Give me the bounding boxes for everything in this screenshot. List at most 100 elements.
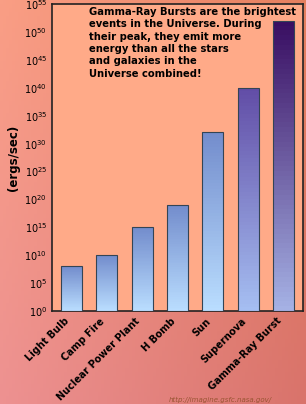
Bar: [273, 267, 294, 272]
Bar: [61, 300, 82, 301]
Bar: [237, 200, 259, 203]
Bar: [61, 305, 82, 306]
Bar: [132, 297, 153, 299]
Bar: [273, 272, 294, 277]
Bar: [96, 261, 118, 262]
Bar: [237, 103, 259, 106]
Bar: [167, 302, 188, 304]
Bar: [167, 261, 188, 263]
Bar: [132, 250, 153, 251]
Bar: [202, 234, 223, 237]
Bar: [167, 304, 188, 306]
Bar: [167, 256, 188, 258]
Bar: [96, 299, 118, 300]
Bar: [273, 238, 294, 243]
Bar: [132, 301, 153, 303]
Bar: [167, 299, 188, 301]
Bar: [202, 242, 223, 246]
Bar: [237, 185, 259, 188]
Bar: [202, 133, 223, 311]
Bar: [273, 156, 294, 161]
Bar: [202, 299, 223, 302]
Bar: [202, 168, 223, 171]
Bar: [132, 307, 153, 308]
Bar: [273, 210, 294, 214]
Bar: [61, 272, 82, 273]
Bar: [96, 255, 118, 256]
Bar: [202, 278, 223, 281]
Bar: [132, 264, 153, 265]
Bar: [132, 262, 153, 264]
Bar: [273, 181, 294, 185]
Bar: [273, 103, 294, 108]
Bar: [96, 257, 118, 258]
Bar: [167, 249, 188, 251]
Bar: [167, 309, 188, 311]
Bar: [96, 260, 118, 261]
Bar: [202, 213, 223, 216]
Bar: [202, 237, 223, 240]
Bar: [167, 307, 188, 309]
Bar: [132, 266, 153, 268]
Bar: [132, 244, 153, 246]
Bar: [167, 292, 188, 293]
Text: http://imagine.gsfc.nasa.gov/: http://imagine.gsfc.nasa.gov/: [168, 397, 271, 403]
Bar: [202, 156, 223, 159]
Bar: [61, 303, 82, 304]
Bar: [273, 152, 294, 156]
Bar: [167, 253, 188, 255]
Bar: [61, 292, 82, 293]
Bar: [96, 278, 118, 280]
Bar: [273, 113, 294, 118]
Bar: [96, 273, 118, 274]
Bar: [132, 252, 153, 254]
Bar: [237, 110, 259, 114]
Bar: [202, 201, 223, 204]
Bar: [237, 285, 259, 289]
Bar: [61, 274, 82, 275]
Bar: [237, 151, 259, 155]
Bar: [237, 225, 259, 229]
Bar: [96, 297, 118, 298]
Bar: [132, 299, 153, 300]
Bar: [237, 266, 259, 270]
Bar: [237, 166, 259, 170]
Bar: [167, 225, 188, 226]
Bar: [61, 280, 82, 281]
Bar: [273, 185, 294, 190]
Bar: [202, 231, 223, 234]
Bar: [61, 283, 82, 284]
Bar: [237, 162, 259, 166]
Bar: [96, 282, 118, 283]
Bar: [132, 241, 153, 243]
Bar: [273, 205, 294, 210]
Bar: [132, 283, 153, 284]
Bar: [132, 292, 153, 293]
Bar: [61, 277, 82, 278]
Bar: [202, 287, 223, 290]
Bar: [237, 99, 259, 103]
Bar: [237, 125, 259, 129]
Bar: [61, 266, 82, 267]
Bar: [96, 283, 118, 284]
Bar: [96, 290, 118, 292]
Bar: [132, 278, 153, 279]
Bar: [132, 274, 153, 275]
Bar: [167, 274, 188, 276]
Bar: [202, 272, 223, 276]
Bar: [96, 302, 118, 303]
Bar: [237, 91, 259, 95]
Bar: [273, 21, 294, 311]
Bar: [96, 289, 118, 290]
Bar: [61, 309, 82, 310]
Bar: [273, 59, 294, 64]
Bar: [167, 216, 188, 217]
Bar: [96, 275, 118, 276]
Bar: [273, 200, 294, 205]
Bar: [61, 295, 82, 296]
Bar: [61, 290, 82, 291]
Bar: [167, 217, 188, 219]
Bar: [273, 297, 294, 301]
Bar: [96, 262, 118, 263]
Bar: [237, 170, 259, 173]
